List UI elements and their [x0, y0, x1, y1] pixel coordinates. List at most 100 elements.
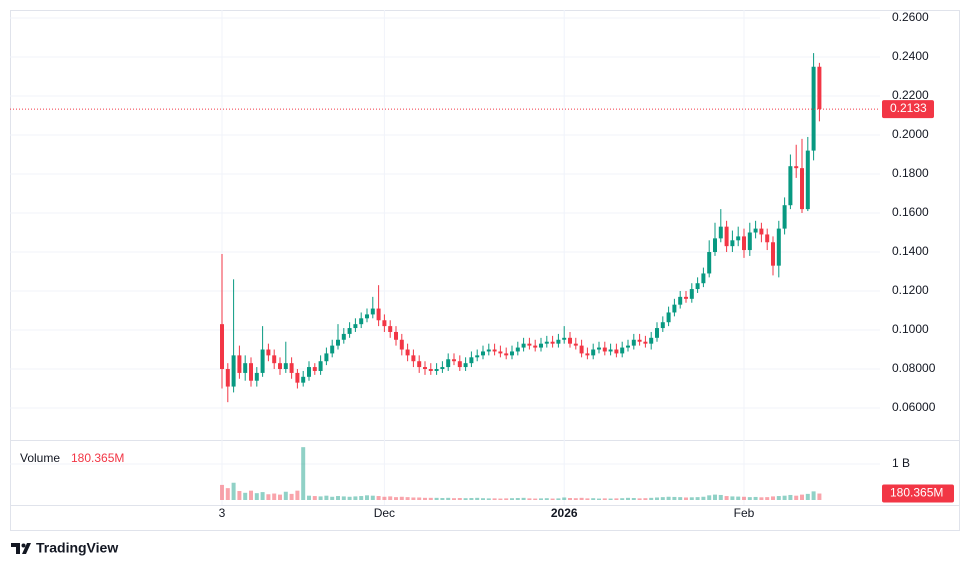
candle-body: [759, 228, 764, 235]
candle-body: [568, 337, 572, 344]
candle-body: [614, 349, 619, 354]
volume-bar: [689, 497, 694, 500]
volume-bar: [237, 491, 242, 500]
volume-bar: [289, 493, 294, 500]
candle-body: [423, 367, 427, 370]
volume-bar: [359, 496, 364, 500]
labels: Volume 180.365M TradingView 0.06000 0.080…: [11, 10, 954, 556]
branding: TradingView: [36, 540, 118, 556]
candle-body: [231, 355, 236, 387]
volume-bar: [370, 495, 375, 500]
volume-bar: [324, 495, 329, 500]
y-tick-label: 0.06000: [892, 400, 936, 414]
volume-title: Volume: [20, 451, 60, 465]
candle-body: [446, 359, 451, 368]
volume-bar: [405, 497, 410, 500]
candle-body: [643, 341, 648, 344]
candle-body: [382, 320, 387, 327]
volume-bar: [585, 498, 590, 500]
candle-body: [434, 369, 439, 371]
volume-bar: [562, 497, 567, 500]
volume-bar: [301, 447, 306, 500]
candle-body: [359, 318, 364, 325]
volume-bar: [446, 497, 451, 500]
grid: [10, 10, 880, 505]
volume-bar: [666, 496, 671, 500]
candle-body: [724, 226, 729, 247]
candle-body: [266, 349, 271, 356]
y-tick-label: 0.1200: [892, 283, 929, 297]
volume-bar: [579, 497, 584, 500]
candle-body: [440, 367, 445, 370]
volume-bar: [353, 496, 358, 500]
volume-bar: [678, 497, 683, 500]
volume-bar: [283, 491, 288, 500]
candle-body: [417, 361, 422, 368]
volume-bar: [707, 495, 712, 500]
volume-bar: [249, 490, 253, 500]
candle-body: [521, 343, 526, 348]
candle-body: [608, 349, 613, 352]
candle-body: [597, 347, 601, 350]
volume-bar: [312, 496, 317, 500]
volume-bar: [660, 497, 665, 500]
volume-bar: [347, 496, 352, 500]
candle-body: [742, 236, 746, 251]
candle-body: [452, 359, 456, 362]
volume-bar: [272, 493, 277, 500]
candle-body: [481, 351, 485, 356]
candle-body: [689, 289, 694, 299]
candle-body: [527, 343, 532, 346]
candle-body: [591, 349, 596, 356]
volume-bar: [655, 497, 659, 500]
candle-body: [771, 242, 775, 266]
candle-body: [666, 312, 671, 323]
volume-bar: [457, 498, 462, 500]
volume-bar: [463, 498, 468, 500]
candle-body: [388, 326, 393, 332]
volume-bar: [394, 497, 398, 500]
candle-body: [800, 168, 804, 210]
volume-bar: [718, 494, 723, 500]
volume-bar: [254, 493, 259, 500]
candle-body: [701, 273, 706, 284]
candle-body: [243, 363, 248, 373]
volume-bar: [539, 498, 543, 500]
candle-body: [747, 232, 752, 251]
volume-bar: [486, 498, 491, 500]
volume-bar: [649, 497, 654, 500]
volume-bar: [788, 494, 793, 500]
volume-bar: [498, 498, 503, 500]
volume-bar: [220, 484, 224, 500]
candle-body: [225, 369, 230, 387]
candle-body: [753, 228, 758, 233]
candle-body: [637, 339, 642, 342]
volume-bar: [376, 496, 381, 500]
logo: [11, 543, 31, 554]
volume-bar: [365, 495, 369, 500]
candle-body: [585, 353, 590, 356]
volume-bar: [771, 496, 775, 500]
volume-bar: [533, 498, 538, 500]
candle-body: [655, 328, 659, 338]
volume-bar: [794, 495, 799, 500]
volume-bar: [568, 498, 572, 500]
candle-body: [289, 363, 294, 373]
volume-bar: [510, 498, 514, 500]
candle-body: [602, 347, 607, 352]
candle-body: [469, 357, 474, 364]
candle-body: [649, 337, 654, 344]
volume-bar: [452, 498, 456, 500]
volume-tick-label: 1 B: [892, 456, 910, 470]
y-tick-label: 0.2000: [892, 127, 929, 141]
volume-bar: [382, 496, 387, 500]
volume-bar: [730, 496, 735, 500]
volume-bar: [747, 497, 752, 500]
candle-body: [220, 324, 224, 370]
candle-body: [457, 361, 462, 368]
volume-bar: [492, 498, 497, 500]
volume-bar: [573, 498, 578, 500]
volume-bar: [753, 496, 758, 500]
volume-bar: [759, 497, 764, 500]
